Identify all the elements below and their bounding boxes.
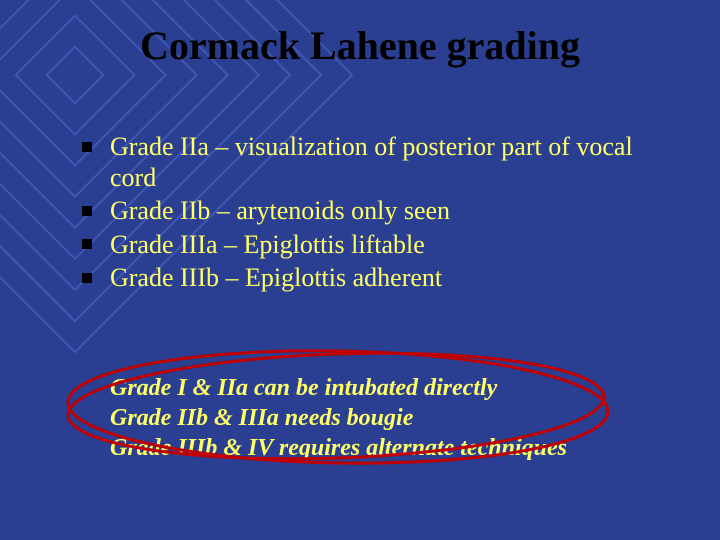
slide-title: Cormack Lahene grading	[0, 0, 720, 69]
bullet-marker-icon	[82, 206, 92, 216]
note-line: Grade IIIb & IV requires alternate techn…	[110, 433, 567, 463]
bullet-item: Grade IIIa – Epiglottis liftable	[82, 229, 680, 260]
bullet-list: Grade IIa – visualization of posterior p…	[82, 131, 680, 293]
bullet-text: Grade IIIa – Epiglottis liftable	[110, 230, 425, 259]
bullet-text: Grade IIa – visualization of posterior p…	[110, 132, 633, 192]
bullet-item: Grade IIIb – Epiglottis adherent	[82, 262, 680, 293]
bullet-marker-icon	[82, 239, 92, 249]
notes-block: Grade I & IIa can be intubated directlyG…	[110, 373, 567, 463]
bullet-text: Grade IIIb – Epiglottis adherent	[110, 263, 442, 292]
note-line: Grade I & IIa can be intubated directly	[110, 373, 567, 403]
bullet-marker-icon	[82, 142, 92, 152]
bullet-marker-icon	[82, 273, 92, 283]
bullet-text: Grade IIb – arytenoids only seen	[110, 196, 450, 225]
note-line: Grade IIb & IIIa needs bougie	[110, 403, 567, 433]
bullet-item: Grade IIb – arytenoids only seen	[82, 195, 680, 226]
slide-content: Cormack Lahene grading Grade IIa – visua…	[0, 0, 720, 540]
bullet-item: Grade IIa – visualization of posterior p…	[82, 131, 680, 193]
